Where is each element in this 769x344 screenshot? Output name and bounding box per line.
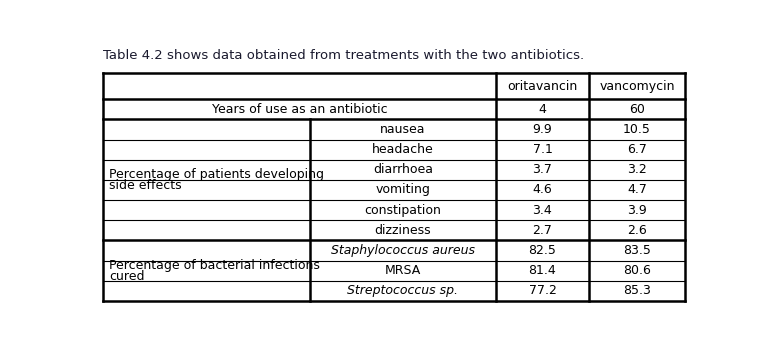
Text: 2.7: 2.7 <box>532 224 552 237</box>
Text: oritavancin: oritavancin <box>508 80 578 93</box>
Text: 2.6: 2.6 <box>627 224 647 237</box>
Text: nausea: nausea <box>380 123 425 136</box>
Text: Years of use as an antibiotic: Years of use as an antibiotic <box>211 103 388 116</box>
Text: 4: 4 <box>538 103 547 116</box>
Text: 10.5: 10.5 <box>623 123 651 136</box>
Text: cured: cured <box>109 270 145 283</box>
Text: Staphylococcus aureus: Staphylococcus aureus <box>331 244 474 257</box>
Text: vancomycin: vancomycin <box>599 80 674 93</box>
Text: 3.4: 3.4 <box>533 204 552 217</box>
Text: 77.2: 77.2 <box>528 284 557 297</box>
Text: diarrhoea: diarrhoea <box>373 163 433 176</box>
Text: 82.5: 82.5 <box>528 244 557 257</box>
Text: 3.9: 3.9 <box>627 204 647 217</box>
Text: 3.7: 3.7 <box>532 163 552 176</box>
Text: 80.6: 80.6 <box>623 264 651 277</box>
Text: 7.1: 7.1 <box>532 143 552 156</box>
Text: Table 4.2 shows data obtained from treatments with the two antibiotics.: Table 4.2 shows data obtained from treat… <box>103 49 584 62</box>
Text: constipation: constipation <box>365 204 441 217</box>
Text: Streptococcus sp.: Streptococcus sp. <box>348 284 458 297</box>
Text: 81.4: 81.4 <box>528 264 556 277</box>
Text: 83.5: 83.5 <box>623 244 651 257</box>
Text: 9.9: 9.9 <box>533 123 552 136</box>
Text: 85.3: 85.3 <box>623 284 651 297</box>
Text: dizziness: dizziness <box>375 224 431 237</box>
Text: 4.7: 4.7 <box>627 183 647 196</box>
Text: Percentage of bacterial infections: Percentage of bacterial infections <box>109 259 320 271</box>
Text: 60: 60 <box>629 103 645 116</box>
Text: 4.6: 4.6 <box>533 183 552 196</box>
Text: side effects: side effects <box>109 179 181 192</box>
Text: headache: headache <box>372 143 434 156</box>
Text: 6.7: 6.7 <box>627 143 647 156</box>
Text: 3.2: 3.2 <box>627 163 647 176</box>
Text: vomiting: vomiting <box>375 183 431 196</box>
Text: Percentage of patients developing: Percentage of patients developing <box>109 168 325 181</box>
Text: MRSA: MRSA <box>384 264 421 277</box>
